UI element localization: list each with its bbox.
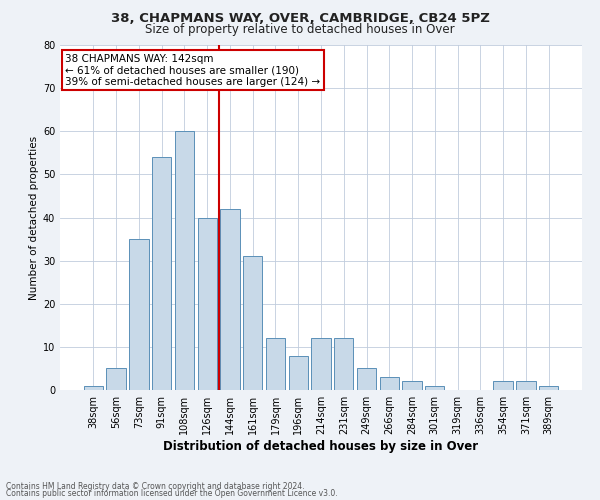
Bar <box>380 377 399 390</box>
Bar <box>311 338 331 390</box>
Bar <box>152 157 172 390</box>
Text: Size of property relative to detached houses in Over: Size of property relative to detached ho… <box>145 22 455 36</box>
Bar <box>403 382 422 390</box>
Bar <box>425 386 445 390</box>
Text: Contains public sector information licensed under the Open Government Licence v3: Contains public sector information licen… <box>6 489 338 498</box>
Bar <box>516 382 536 390</box>
Y-axis label: Number of detached properties: Number of detached properties <box>29 136 38 300</box>
Bar <box>175 131 194 390</box>
Bar <box>539 386 558 390</box>
X-axis label: Distribution of detached houses by size in Over: Distribution of detached houses by size … <box>163 440 479 452</box>
Bar <box>129 239 149 390</box>
Text: Contains HM Land Registry data © Crown copyright and database right 2024.: Contains HM Land Registry data © Crown c… <box>6 482 305 491</box>
Bar <box>84 386 103 390</box>
Text: 38, CHAPMANS WAY, OVER, CAMBRIDGE, CB24 5PZ: 38, CHAPMANS WAY, OVER, CAMBRIDGE, CB24 … <box>110 12 490 26</box>
Bar <box>334 338 353 390</box>
Bar <box>106 368 126 390</box>
Bar <box>243 256 262 390</box>
Bar <box>197 218 217 390</box>
Bar <box>493 382 513 390</box>
Text: 38 CHAPMANS WAY: 142sqm
← 61% of detached houses are smaller (190)
39% of semi-d: 38 CHAPMANS WAY: 142sqm ← 61% of detache… <box>65 54 320 87</box>
Bar <box>220 209 239 390</box>
Bar <box>266 338 285 390</box>
Bar <box>357 368 376 390</box>
Bar <box>289 356 308 390</box>
